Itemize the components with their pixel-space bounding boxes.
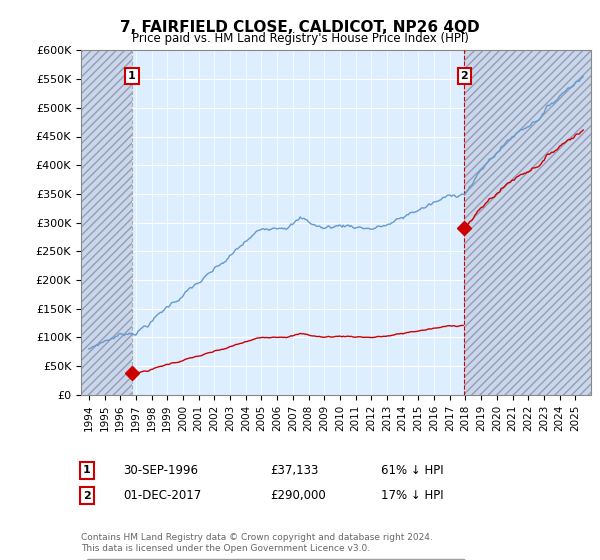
Text: 01-DEC-2017: 01-DEC-2017: [123, 489, 201, 502]
Legend: 7, FAIRFIELD CLOSE, CALDICOT, NP26 4QD (detached house), HPI: Average price, det: 7, FAIRFIELD CLOSE, CALDICOT, NP26 4QD (…: [86, 559, 465, 560]
Text: £290,000: £290,000: [270, 489, 326, 502]
Text: Price paid vs. HM Land Registry's House Price Index (HPI): Price paid vs. HM Land Registry's House …: [131, 32, 469, 45]
Text: 61% ↓ HPI: 61% ↓ HPI: [381, 464, 443, 477]
Text: 1: 1: [128, 71, 136, 81]
Text: Contains HM Land Registry data © Crown copyright and database right 2024.
This d: Contains HM Land Registry data © Crown c…: [81, 533, 433, 553]
Text: £37,133: £37,133: [270, 464, 319, 477]
Text: 2: 2: [83, 491, 91, 501]
Text: 2: 2: [460, 71, 468, 81]
Text: 1: 1: [83, 465, 91, 475]
Text: 7, FAIRFIELD CLOSE, CALDICOT, NP26 4QD: 7, FAIRFIELD CLOSE, CALDICOT, NP26 4QD: [120, 20, 480, 35]
Text: 30-SEP-1996: 30-SEP-1996: [123, 464, 198, 477]
Text: 17% ↓ HPI: 17% ↓ HPI: [381, 489, 443, 502]
